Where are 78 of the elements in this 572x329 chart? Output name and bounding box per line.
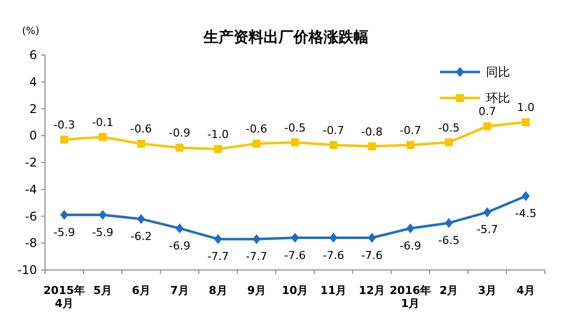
point (444, 218, 453, 228)
y-tick-label: -4 (25, 182, 37, 196)
x-tick-label: 5月 (93, 284, 112, 297)
y-tick-label: -10 (17, 263, 37, 277)
point (214, 145, 222, 154)
point (60, 136, 68, 144)
chart-title: 生产资料出厂价格涨跌幅 (202, 28, 368, 46)
data-label: -5.9 (53, 226, 75, 239)
data-label: -0.3 (53, 118, 75, 132)
data-label: -4.5 (515, 207, 537, 220)
data-label: -7.6 (322, 248, 344, 262)
point (483, 207, 492, 218)
data-label: 0.7 (478, 105, 496, 118)
point (329, 141, 338, 150)
x-tick-label: 6月 (130, 284, 152, 297)
legend-label: 同比 (486, 65, 510, 79)
data-label: -6.9 (400, 239, 422, 252)
y-tick-label: 2 (29, 102, 37, 116)
point (214, 234, 222, 244)
point (176, 223, 184, 234)
data-label: -7.7 (246, 250, 268, 264)
point (483, 122, 492, 130)
point (291, 232, 299, 243)
y-tick-label: 6 (29, 48, 37, 62)
point (368, 142, 376, 150)
data-label: -0.5 (284, 121, 306, 134)
x-tick-label: 4月 (515, 284, 536, 297)
y-axis-title: (%) (22, 26, 40, 37)
y-tick-label: 0 (29, 128, 37, 143)
x-tick-label: 2015年4月 (42, 284, 86, 310)
y-tick-label: -2 (25, 156, 37, 170)
data-label: -0.7 (322, 124, 344, 138)
point (252, 234, 261, 244)
x-tick-label: 3月 (476, 284, 498, 297)
data-label: -5.9 (92, 226, 114, 239)
data-label: -0.8 (361, 125, 383, 138)
data-label: -0.6 (246, 122, 268, 136)
x-tick-label: 8月 (208, 284, 228, 297)
data-label: -6.5 (438, 234, 460, 247)
data-label: -1.0 (207, 128, 229, 142)
data-label: -7.6 (361, 248, 383, 262)
data-label: -0.7 (400, 124, 422, 138)
data-label: -5.7 (476, 223, 498, 236)
point (176, 144, 184, 152)
x-tick-label: 11月 (319, 284, 348, 297)
point (329, 232, 338, 243)
data-label: -6.9 (168, 239, 190, 252)
data-label: -0.1 (92, 116, 114, 129)
point (368, 232, 376, 243)
point (252, 140, 261, 148)
point (444, 138, 453, 146)
point (98, 132, 107, 141)
data-label: -0.6 (130, 122, 152, 136)
data-label: -6.2 (130, 230, 152, 243)
data-label: 1.0 (517, 101, 535, 114)
data-label: -7.6 (284, 248, 306, 262)
x-tick-label: 7月 (169, 284, 190, 297)
point (406, 223, 414, 234)
point (522, 118, 530, 126)
y-tick-label: -8 (25, 236, 37, 250)
y-tick-label: 4 (29, 74, 37, 89)
point (98, 210, 107, 220)
x-tick-label: 2016年1月 (388, 284, 432, 310)
point (522, 191, 530, 202)
data-label: -0.5 (438, 121, 460, 134)
legend-label: 环比 (486, 91, 510, 105)
x-tick-label: 10月 (280, 284, 310, 297)
y-tick-label: -6 (25, 209, 37, 224)
point (137, 214, 146, 224)
x-tick-label: 2月 (440, 284, 458, 297)
x-tick-label: 9月 (246, 284, 267, 297)
point (137, 140, 146, 148)
data-label: -0.9 (168, 126, 190, 140)
data-label: -7.7 (207, 250, 229, 264)
point (60, 210, 68, 220)
point (291, 138, 299, 146)
point (406, 141, 414, 150)
x-tick-label: 12月 (358, 284, 386, 297)
